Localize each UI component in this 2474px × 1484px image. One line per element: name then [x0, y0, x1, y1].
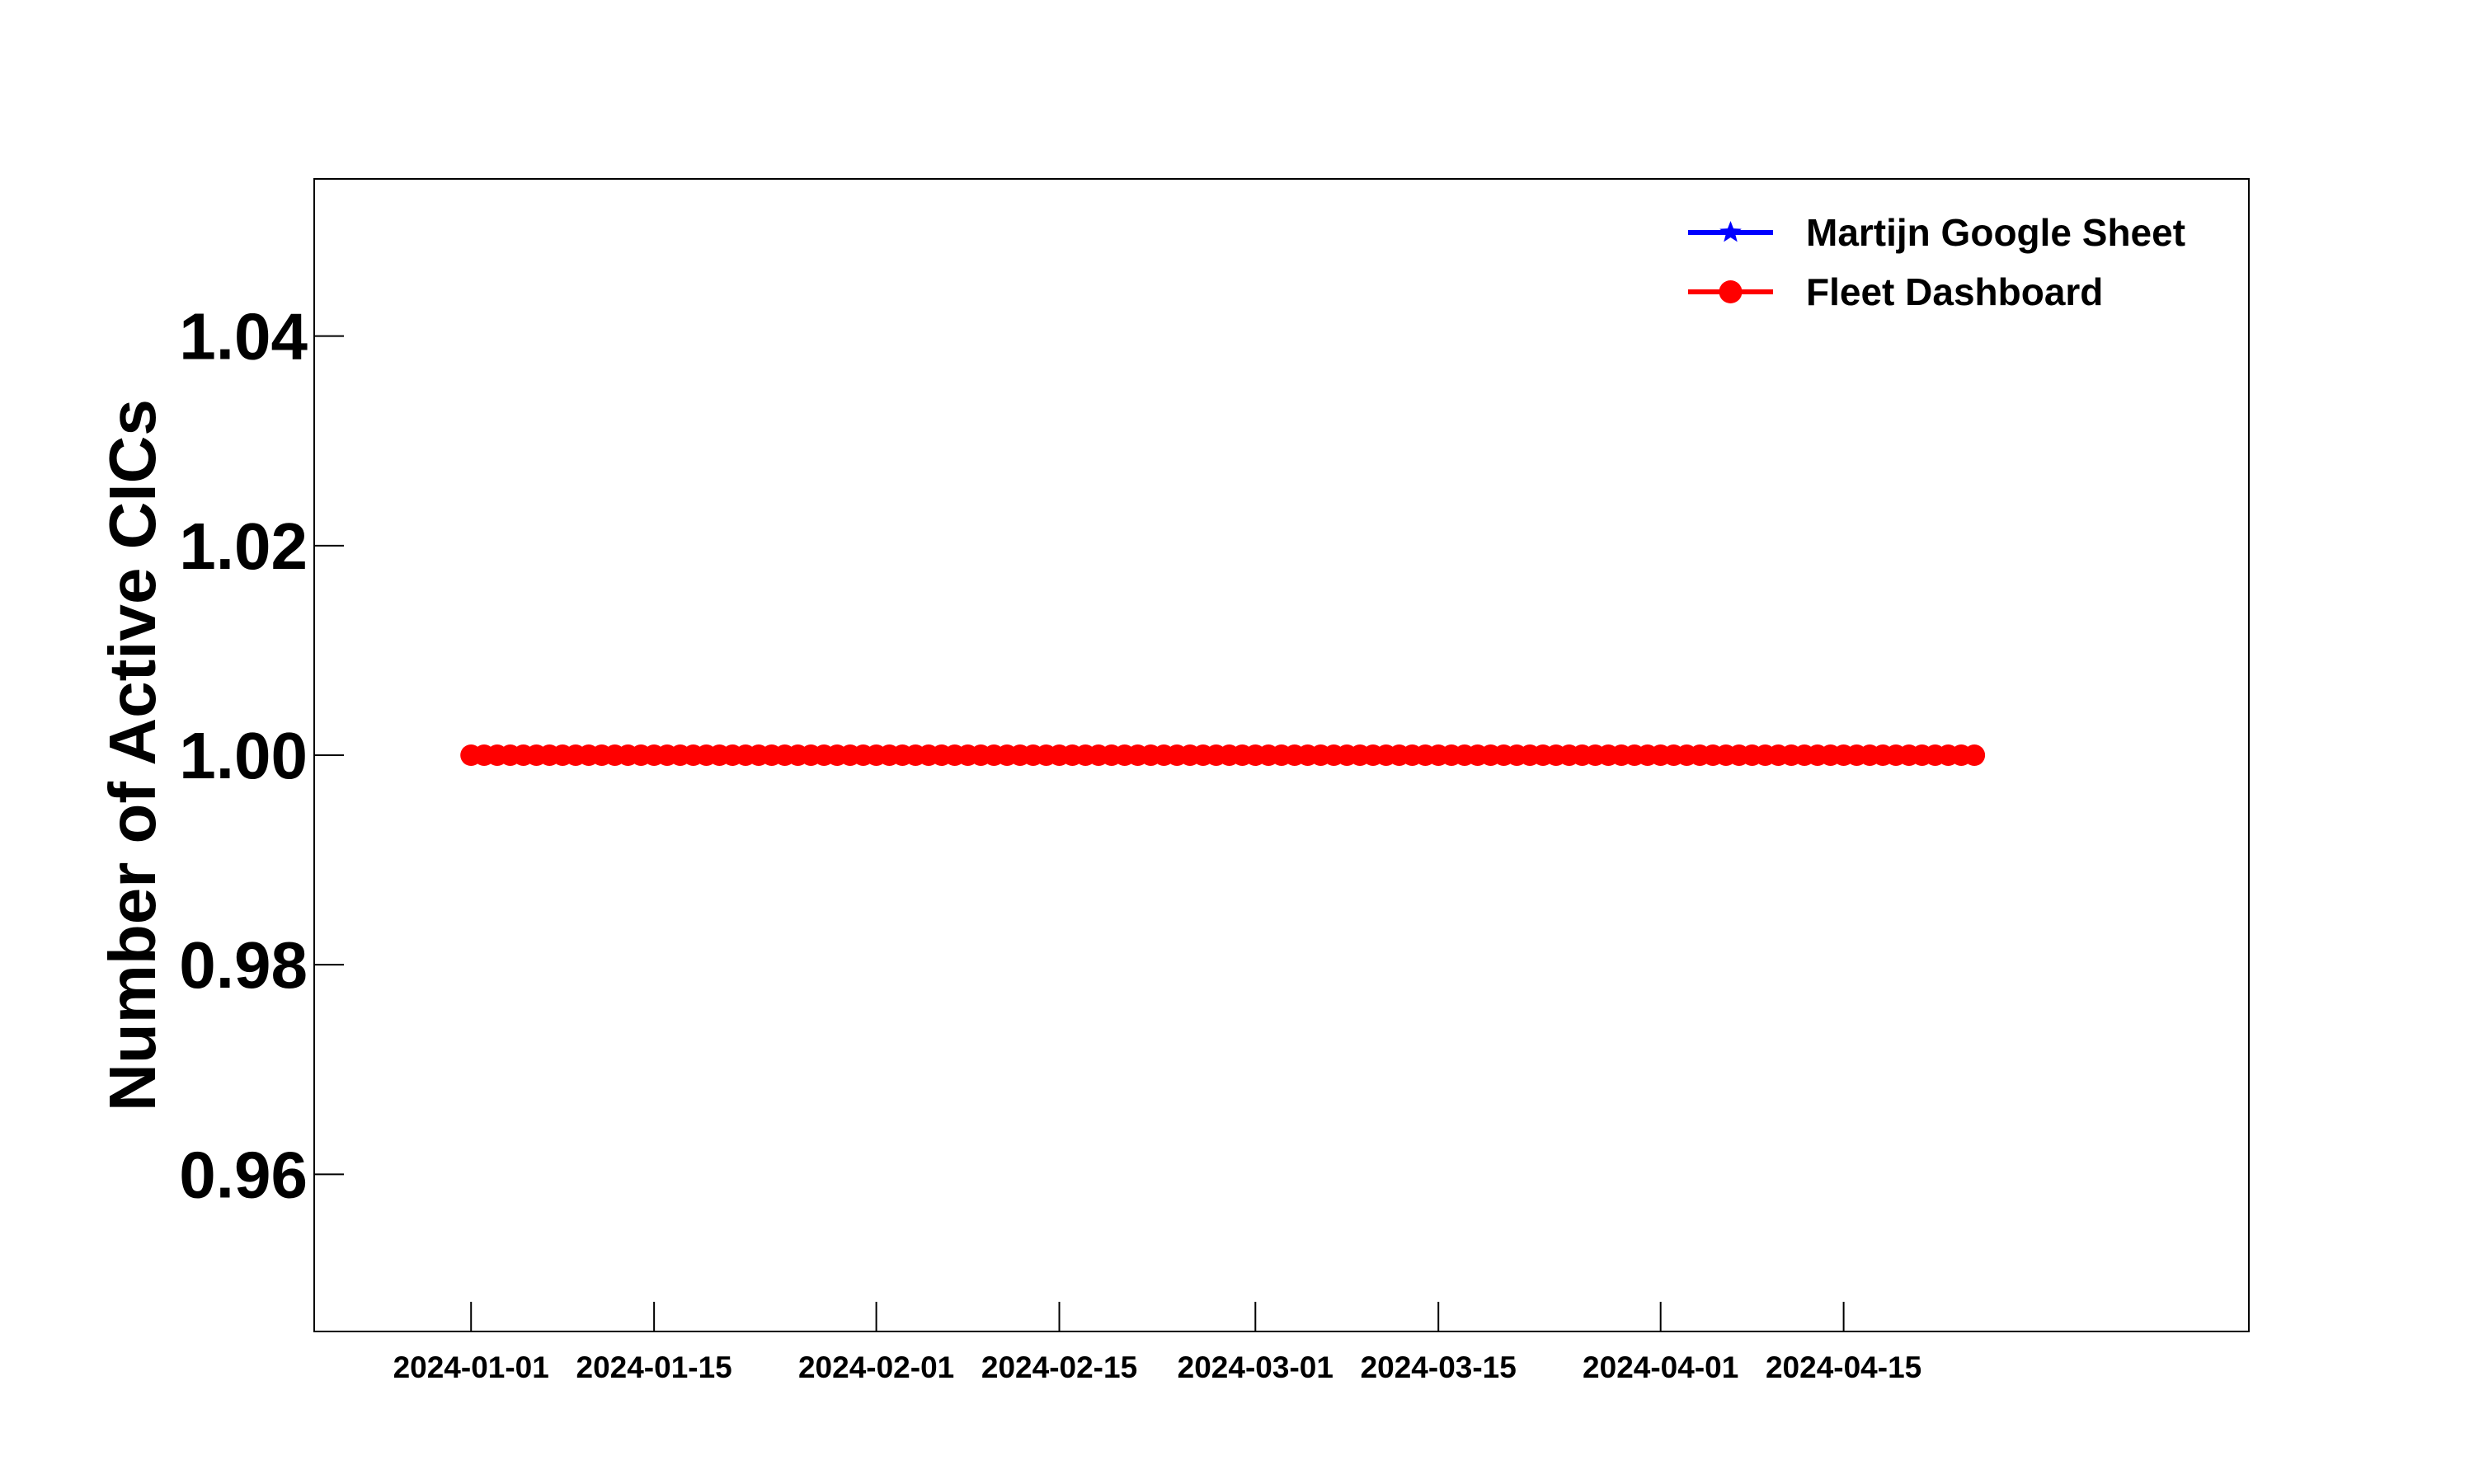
x-tick-label: 2024-04-15	[1766, 1350, 1921, 1384]
x-tick-label: 2024-01-15	[576, 1350, 732, 1384]
y-tick-label: 1.04	[179, 300, 308, 373]
y-axis: 0.96 0.98 1.00 1.02 1.04	[179, 300, 344, 1211]
x-tick-label: 2024-02-15	[981, 1350, 1137, 1384]
legend-label: Fleet Dashboard	[1806, 270, 2103, 313]
x-tick-label: 2024-03-01	[1178, 1350, 1333, 1384]
legend-item: Fleet Dashboard	[1688, 270, 2103, 313]
x-tick-label: 2024-02-01	[798, 1350, 954, 1384]
x-tick-label: 2024-04-01	[1583, 1350, 1738, 1384]
legend-label: Martijn Google Sheet	[1806, 211, 2185, 254]
x-tick-label: 2024-03-15	[1361, 1350, 1517, 1384]
legend: Martijn Google Sheet Fleet Dashboard	[1688, 211, 2185, 313]
legend-marker	[1719, 221, 1742, 242]
series-1	[460, 744, 1986, 766]
y-tick-label: 1.00	[179, 719, 308, 792]
series-layer	[460, 744, 1986, 766]
x-axis: 2024-01-01 2024-01-15 2024-02-01 2024-02-15…	[393, 1302, 1921, 1384]
y-tick-label: 0.96	[179, 1138, 308, 1211]
legend-marker	[1719, 280, 1743, 303]
data-point	[1964, 744, 1986, 766]
x-tick-label: 2024-01-01	[393, 1350, 549, 1384]
y-axis-label: Number of Active CICs	[96, 399, 169, 1111]
y-tick-label: 0.98	[179, 928, 308, 1002]
legend-item: Martijn Google Sheet	[1688, 211, 2185, 254]
y-tick-label: 1.02	[179, 510, 308, 583]
